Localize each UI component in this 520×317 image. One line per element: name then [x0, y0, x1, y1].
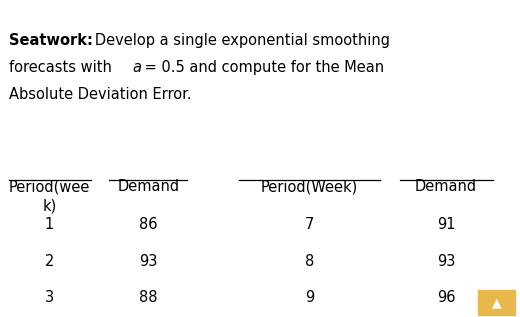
- Text: 7: 7: [305, 217, 314, 232]
- Text: Demand: Demand: [117, 179, 179, 194]
- Text: 8: 8: [305, 254, 314, 268]
- Text: Demand: Demand: [415, 179, 477, 194]
- Text: 2: 2: [45, 254, 54, 268]
- Text: 91: 91: [437, 217, 456, 232]
- Text: a: a: [133, 60, 141, 75]
- Text: 93: 93: [437, 254, 456, 268]
- Text: 86: 86: [139, 217, 158, 232]
- Text: 93: 93: [139, 254, 158, 268]
- Text: 3: 3: [45, 290, 54, 305]
- Text: Period(Week): Period(Week): [261, 179, 358, 194]
- Text: Absolute Deviation Error.: Absolute Deviation Error.: [9, 87, 192, 102]
- Text: Period(wee: Period(wee: [9, 179, 90, 194]
- Text: k): k): [42, 198, 57, 213]
- Text: 96: 96: [437, 290, 456, 305]
- Text: 9: 9: [305, 290, 314, 305]
- Text: 88: 88: [139, 290, 158, 305]
- Text: ▲: ▲: [492, 296, 501, 309]
- Text: 1: 1: [45, 217, 54, 232]
- Text: Develop a single exponential smoothing: Develop a single exponential smoothing: [81, 33, 389, 48]
- Text: forecasts with: forecasts with: [9, 60, 117, 75]
- Text: Seatwork:: Seatwork:: [9, 33, 93, 48]
- Text: = 0.5 and compute for the Mean: = 0.5 and compute for the Mean: [140, 60, 384, 75]
